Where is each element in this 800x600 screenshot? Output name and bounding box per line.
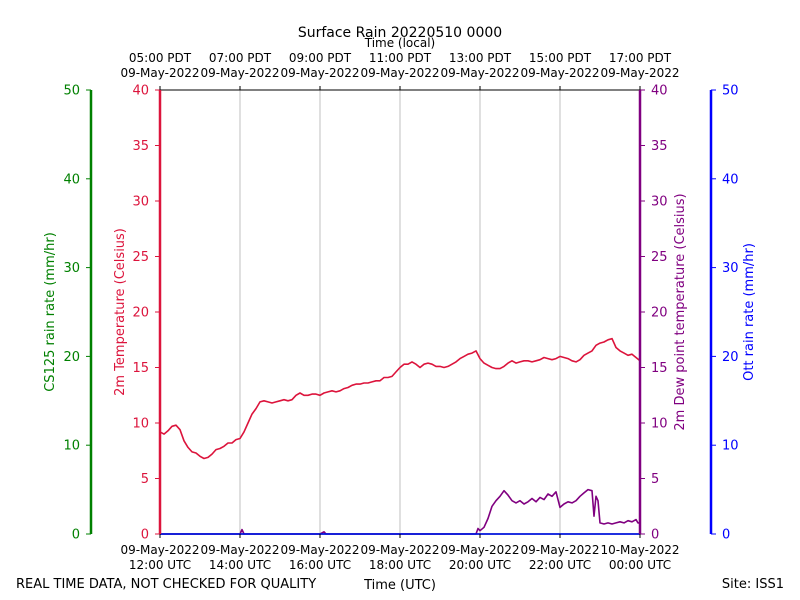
chart-title: Surface Rain 20220510 0000 [298, 25, 502, 41]
bottom-tick-date: 09-May-2022 [200, 543, 279, 557]
temperature-tick-label: 35 [132, 139, 149, 154]
cs125-tick-label: 40 [63, 172, 80, 187]
axes-layer: 0 10 20 30 40 50 0 5 10 15 20 25 30 35 40 0 5 10 15 20 25 30 3… [63, 84, 738, 543]
bottom-tick-date: 09-May-2022 [520, 543, 599, 557]
dewpoint-tick-label: 5 [651, 472, 659, 487]
top-tick-time: 13:00 PDT [449, 51, 512, 65]
top-tick-date: 09-May-2022 [200, 66, 279, 80]
gridlines [239, 90, 561, 534]
top-tick-date: 09-May-2022 [120, 66, 199, 80]
ott-tick-label: 50 [722, 84, 739, 99]
dewpoint-tick-label: 20 [651, 306, 668, 321]
temperature-tick-label: 30 [132, 195, 149, 210]
bottom-tick-date: 09-May-2022 [360, 543, 439, 557]
ott-tick-label: 30 [722, 261, 739, 276]
bottom-tick-date: 09-May-2022 [280, 543, 359, 557]
ott-tick-label: 0 [722, 528, 730, 543]
dewpoint-tick-label: 30 [651, 195, 668, 210]
ott-tick-label: 40 [722, 172, 739, 187]
top-tick-time: 09:00 PDT [289, 51, 352, 65]
top-xlabel: Time (local) [364, 36, 436, 50]
ott-tick-label: 20 [722, 350, 739, 365]
top-tick-time: 15:00 PDT [529, 51, 592, 65]
bottom-tick-time: 18:00 UTC [369, 558, 431, 572]
2m-temperature-line [159, 337, 641, 460]
ott-tick-label: 10 [722, 439, 739, 454]
temperature-tick-label: 0 [141, 528, 149, 543]
top-tick-date: 09-May-2022 [280, 66, 359, 80]
site-label: Site: ISS1 [722, 577, 784, 592]
cs125-tick-label: 10 [63, 439, 80, 454]
dewpoint-axis-label: 2m Dew point temperature (Celsius) [673, 193, 688, 430]
top-tick-time: 05:00 PDT [129, 51, 192, 65]
bottom-xlabel: Time (UTC) [363, 578, 436, 593]
cs125-tick-label: 50 [63, 84, 80, 99]
dewpoint-tick-label: 15 [651, 361, 668, 376]
bottom-tick-time: 12:00 UTC [129, 558, 191, 572]
top-tick-date: 09-May-2022 [600, 66, 679, 80]
dewpoint-tick-label: 10 [651, 417, 668, 432]
dewpoint-tick-label: 35 [651, 139, 668, 154]
temperature-tick-label: 25 [132, 250, 149, 265]
dewpoint-tick-label: 0 [651, 528, 659, 543]
temperature-axis-label: 2m Temperature (Celsius) [113, 228, 128, 396]
top-tick-time: 11:00 PDT [369, 51, 432, 65]
bottom-tick-date: 10-May-2022 [600, 543, 679, 557]
bottom-tick-time: 16:00 UTC [289, 558, 351, 572]
cs125-tick-label: 0 [72, 528, 80, 543]
temperature-tick-label: 10 [132, 417, 149, 432]
cs125-tick-label: 20 [63, 350, 80, 365]
temperature-tick-label: 5 [141, 472, 149, 487]
top-tick-date: 09-May-2022 [520, 66, 599, 80]
bottom-tick-time: 20:00 UTC [449, 558, 511, 572]
top-tick-time: 17:00 PDT [609, 51, 672, 65]
temperature-tick-label: 20 [132, 306, 149, 321]
2m-dew-point-temperature-line [160, 488, 640, 535]
top-tick-date: 09-May-2022 [360, 66, 439, 80]
temperature-tick-label: 15 [132, 361, 149, 376]
ott-axis-label: Ott rain rate (mm/hr) [742, 243, 757, 381]
cs125-tick-label: 30 [63, 261, 80, 276]
bottom-tick-date: 09-May-2022 [120, 543, 199, 557]
bottom-tick-date: 09-May-2022 [440, 543, 519, 557]
dewpoint-tick-label: 25 [651, 250, 668, 265]
bottom-tick-time: 14:00 UTC [209, 558, 271, 572]
top-tick-time: 07:00 PDT [209, 51, 272, 65]
top-tick-date: 09-May-2022 [440, 66, 519, 80]
cs125-axis-label: CS125 rain rate (mm/hr) [43, 232, 58, 392]
bottom-tick-time: 22:00 UTC [529, 558, 591, 572]
temperature-tick-label: 40 [132, 84, 149, 99]
bottom-tick-time: 00:00 UTC [609, 558, 671, 572]
quality-disclaimer: REAL TIME DATA, NOT CHECKED FOR QUALITY [16, 577, 316, 592]
dewpoint-tick-label: 40 [651, 84, 668, 99]
